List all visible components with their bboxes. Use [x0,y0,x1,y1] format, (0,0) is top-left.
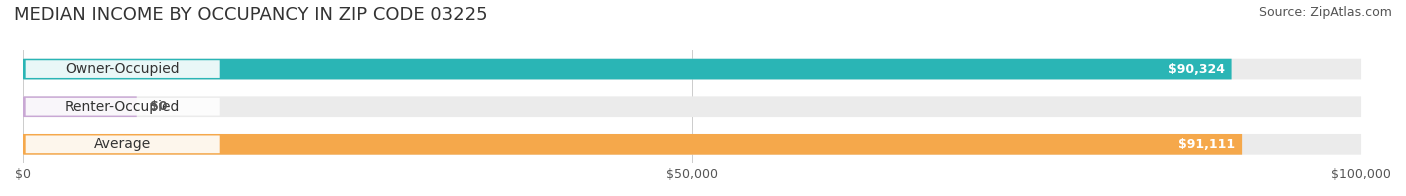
Text: Owner-Occupied: Owner-Occupied [65,62,180,76]
FancyBboxPatch shape [22,134,1241,155]
FancyBboxPatch shape [25,60,219,78]
Text: Renter-Occupied: Renter-Occupied [65,100,180,114]
FancyBboxPatch shape [25,135,219,153]
FancyBboxPatch shape [22,134,1361,155]
Text: Average: Average [94,137,152,151]
FancyBboxPatch shape [22,59,1361,79]
Text: MEDIAN INCOME BY OCCUPANCY IN ZIP CODE 03225: MEDIAN INCOME BY OCCUPANCY IN ZIP CODE 0… [14,6,488,24]
Text: $91,111: $91,111 [1178,138,1236,151]
FancyBboxPatch shape [22,96,136,117]
FancyBboxPatch shape [22,59,1232,79]
Text: $90,324: $90,324 [1168,63,1225,76]
FancyBboxPatch shape [25,98,219,116]
Text: Source: ZipAtlas.com: Source: ZipAtlas.com [1258,6,1392,19]
Text: $0: $0 [150,100,167,113]
FancyBboxPatch shape [22,96,1361,117]
